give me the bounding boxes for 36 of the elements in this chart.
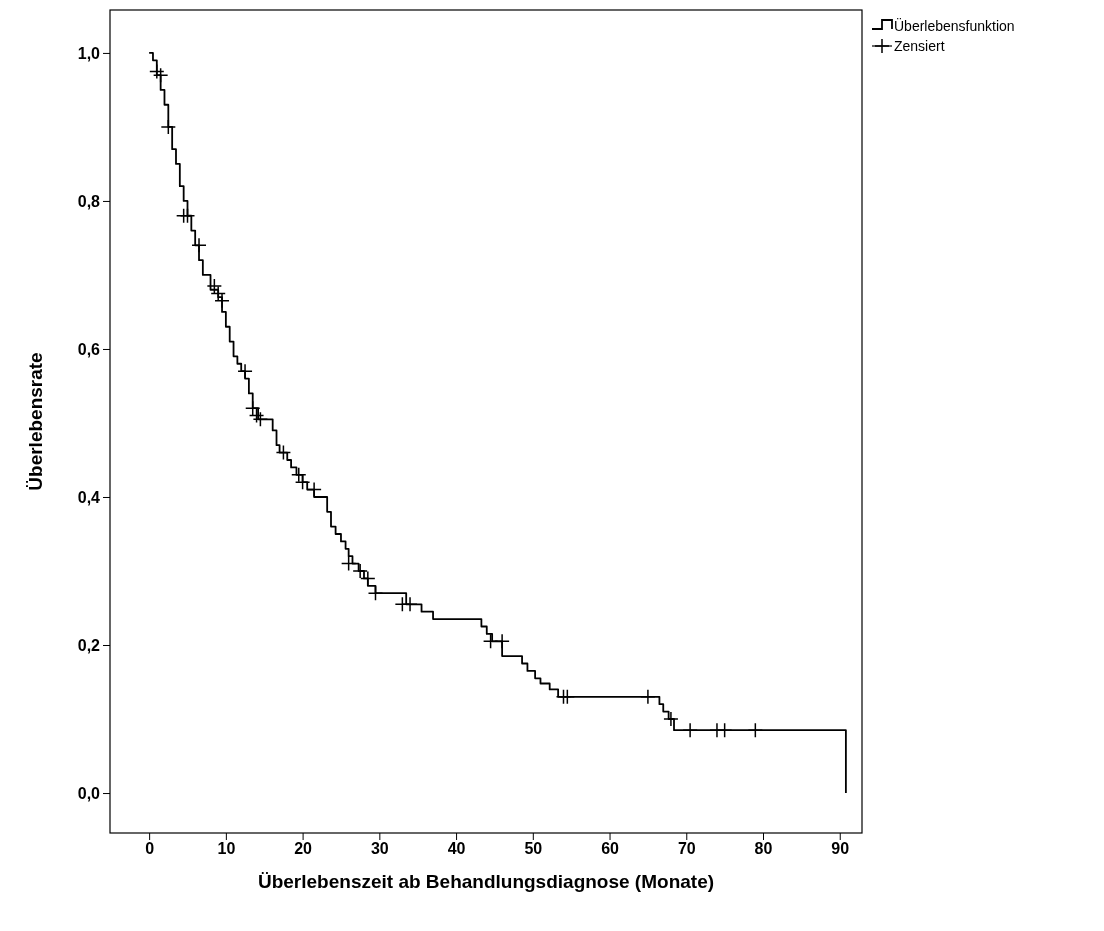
y-tick-label: 0,6 [77,340,101,358]
point [275,444,292,461]
point [237,363,253,379]
x-tick-label: 80 [754,840,773,858]
x-tick-label: 30 [370,840,389,858]
y-axis-title: Überlebensrate [25,352,46,491]
y-tick-label: 1,0 [77,44,101,62]
x-tick-label: 20 [294,840,313,858]
point [663,711,679,727]
point [160,119,177,135]
point [252,411,269,428]
point [716,722,733,738]
legend-label: Zensiert [894,38,945,54]
point [340,555,357,572]
x-axis-title: Überlebenszeit ab Behandlungsdiagnose (Monate) [257,871,715,892]
point [179,208,196,224]
point [191,237,207,254]
point [149,63,165,80]
point [559,689,576,705]
point [306,481,322,498]
x-tick-label: 10 [217,840,236,858]
point [152,67,169,83]
x-tick-label: 40 [447,840,466,858]
y-tick-label: 0,2 [77,636,101,654]
y-tick-label: 0,8 [77,192,101,210]
x-tick-label: 0 [145,840,155,858]
legend-label: Überlebensfunktion [894,17,1015,34]
x-tick-label: 90 [831,840,850,858]
x-tick-label: 50 [524,840,543,858]
y-tick-label: 0,4 [77,488,101,506]
y-tick-label: 0,0 [77,784,101,802]
point [747,722,764,738]
x-tick-label: 70 [677,840,696,858]
x-tick-label: 60 [601,840,620,858]
point [494,633,510,650]
point [367,585,384,601]
